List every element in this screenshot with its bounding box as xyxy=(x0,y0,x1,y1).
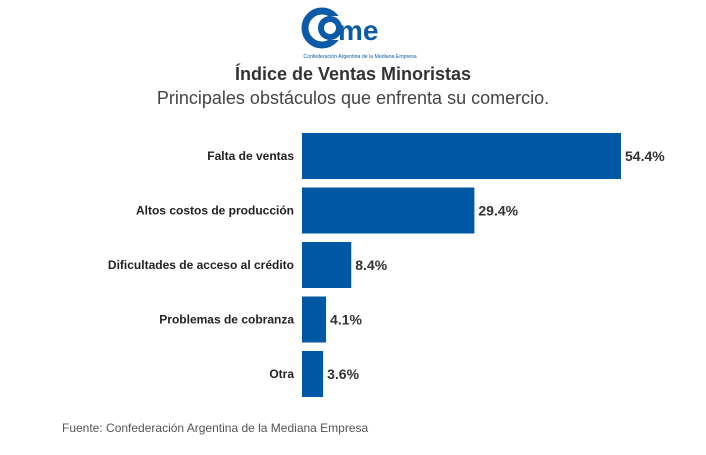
data-label: 29.4% xyxy=(478,203,518,219)
data-label: 54.4% xyxy=(625,148,665,164)
bar xyxy=(302,242,352,288)
source-note: Fuente: Confederación Argentina de la Me… xyxy=(62,421,369,435)
chart-subtitle: Principales obstáculos que enfrenta su c… xyxy=(156,88,550,108)
bar xyxy=(302,133,621,179)
data-label: 4.1% xyxy=(330,312,362,328)
category-label: Problemas de cobranza xyxy=(159,313,294,327)
data-label: 3.6% xyxy=(327,366,359,382)
bar xyxy=(302,187,475,234)
bar xyxy=(302,296,327,343)
came-logo: me Confederación Argentina de la Mediana… xyxy=(301,7,417,60)
logo-tagline: Confederación Argentina de la Mediana Em… xyxy=(303,54,416,60)
category-label: Dificultades de acceso al crédito xyxy=(108,258,294,272)
category-label: Falta de ventas xyxy=(207,149,294,163)
category-label: Otra xyxy=(269,367,294,381)
bar xyxy=(302,351,324,397)
svg-text:me: me xyxy=(338,15,378,46)
chart-title: Índice de Ventas Minoristas xyxy=(234,64,472,84)
category-label: Altos costos de producción xyxy=(136,204,294,218)
data-label: 8.4% xyxy=(355,257,387,273)
